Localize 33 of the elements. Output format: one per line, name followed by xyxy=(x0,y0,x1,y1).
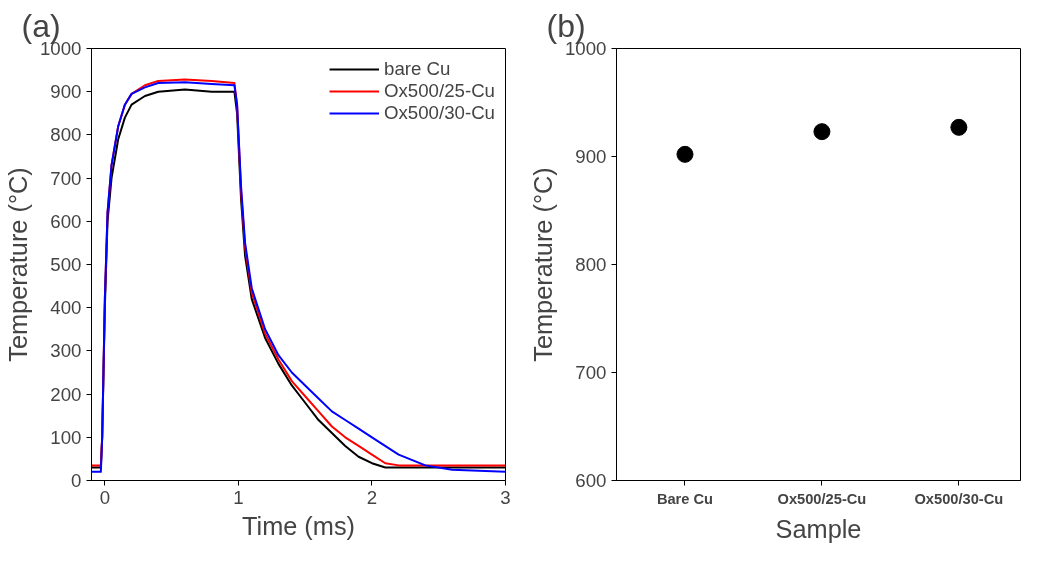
legend-label: bare Cu xyxy=(384,58,451,80)
point xyxy=(950,118,968,136)
y-tick-label: 100 xyxy=(50,426,82,448)
x-tick-label: 0 xyxy=(99,486,111,508)
y-tick-label: 900 xyxy=(575,146,607,167)
point xyxy=(813,123,831,141)
point xyxy=(676,145,694,163)
y-axis-title: Temperature (°C) xyxy=(529,167,557,362)
y-tick-label: 800 xyxy=(50,124,82,146)
y-tick-label: 600 xyxy=(575,470,607,491)
x-tick-label: Ox500/30-Cu xyxy=(914,490,1004,507)
y-tick-label: 300 xyxy=(50,340,82,362)
y-tick-label: 800 xyxy=(575,254,607,275)
chart-title: (b) xyxy=(546,7,586,44)
x-tick-label: 2 xyxy=(366,486,378,508)
y-tick-label: 600 xyxy=(50,210,82,232)
y-tick-label: 0 xyxy=(71,470,82,491)
y-tick-label: 700 xyxy=(50,167,82,189)
x-tick-label: 3 xyxy=(500,486,511,508)
x-tick-label: Bare Cu xyxy=(656,490,714,507)
x-axis-title: Sample xyxy=(775,514,862,543)
legend-label: Ox500/25-Cu xyxy=(384,80,495,102)
x-tick-label: Ox500/25-Cu xyxy=(777,490,867,507)
y-tick-label: 200 xyxy=(50,383,82,405)
y-tick-label: 700 xyxy=(575,362,607,383)
y-tick-label: 400 xyxy=(50,297,82,319)
x-axis-title: Time (ms) xyxy=(241,511,356,540)
x-tick-label: 1 xyxy=(233,486,244,508)
legend-label: Ox500/30-Cu xyxy=(384,102,495,124)
y-tick-label: 500 xyxy=(50,254,82,275)
y-tick-label: 900 xyxy=(50,81,82,103)
y-axis-title: Temperature (°C) xyxy=(4,167,32,362)
chart-title: (a) xyxy=(21,7,61,44)
